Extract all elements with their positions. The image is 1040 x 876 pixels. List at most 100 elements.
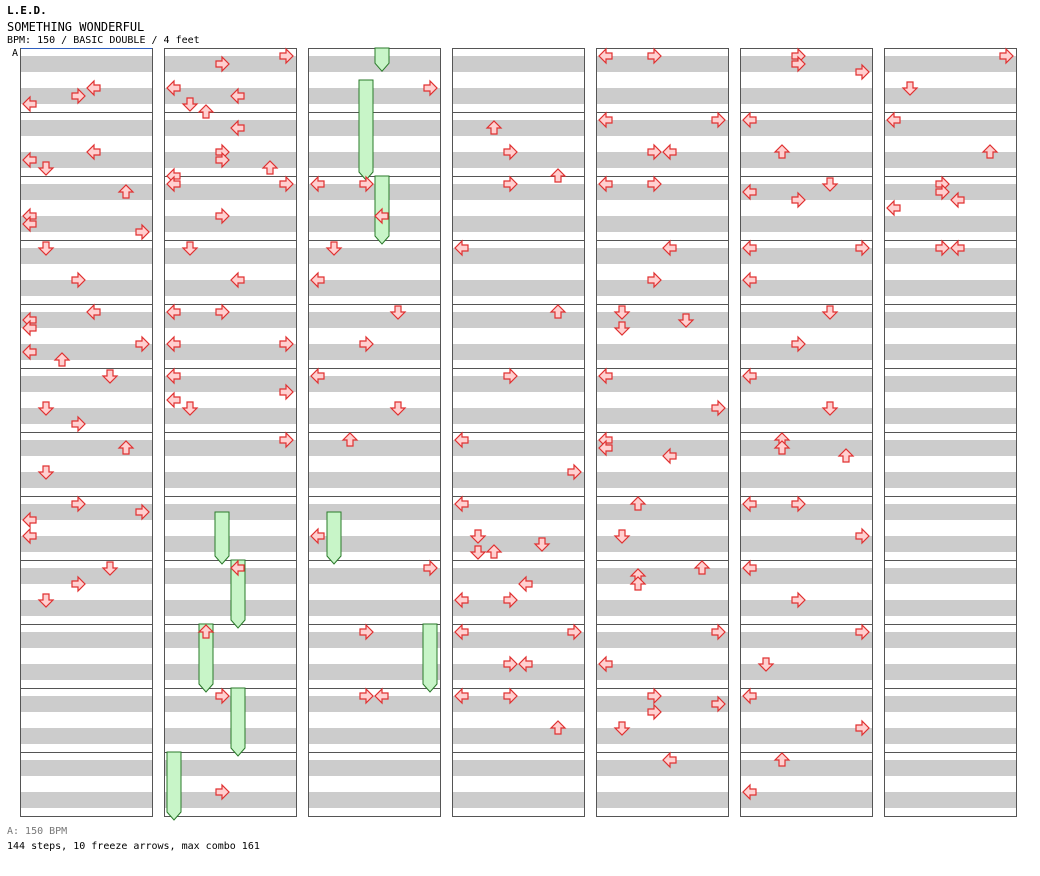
chart-column (452, 48, 585, 817)
freeze-arrow (374, 47, 390, 72)
beat-stripe (308, 696, 440, 712)
beat-stripe (596, 792, 728, 808)
step-arrow-right (567, 463, 582, 481)
beat-stripe (452, 56, 584, 72)
step-arrow-left (950, 191, 965, 209)
beat-stripe (596, 408, 728, 424)
beat-stripe (164, 120, 296, 136)
beat-stripe (596, 696, 728, 712)
freeze-arrow (422, 623, 438, 693)
step-arrow-right (711, 111, 726, 129)
step-arrow-left (310, 527, 325, 545)
beat-stripe (164, 600, 296, 616)
step-arrow-left (310, 367, 325, 385)
step-arrow-right (647, 47, 662, 65)
step-arrow-up (485, 120, 503, 135)
beat-stripe (884, 760, 1016, 776)
beat-stripe (596, 376, 728, 392)
artist-name: L.E.D. (7, 4, 47, 17)
beat-stripe (596, 600, 728, 616)
beat-stripe (740, 728, 872, 744)
beat-stripe (452, 664, 584, 680)
step-arrow-left (230, 559, 245, 577)
step-arrow-down (37, 593, 55, 608)
beat-stripe (164, 376, 296, 392)
freeze-arrow (230, 687, 246, 757)
beat-stripe (740, 600, 872, 616)
beat-stripe (884, 440, 1016, 456)
step-arrow-down (325, 241, 343, 256)
step-arrow-down (181, 241, 199, 256)
step-arrow-left (22, 511, 37, 529)
step-arrow-left (662, 239, 677, 257)
chart-column (20, 48, 153, 817)
beat-stripe (884, 728, 1016, 744)
beat-stripe (452, 568, 584, 584)
column-border (884, 48, 1017, 817)
beat-stripe (164, 504, 296, 520)
step-arrow-down (901, 81, 919, 96)
column-border (452, 48, 585, 817)
chart-column (884, 48, 1017, 817)
beat-stripe (452, 344, 584, 360)
song-title: SOMETHING WONDERFUL (7, 20, 145, 34)
beat-stripe (740, 248, 872, 264)
step-arrow-right (791, 335, 806, 353)
beat-stripe (596, 664, 728, 680)
step-arrow-right (279, 47, 294, 65)
step-arrow-left (598, 111, 613, 129)
beat-stripe (20, 760, 152, 776)
beat-stripe (308, 472, 440, 488)
beat-stripe (20, 472, 152, 488)
step-arrow-right (503, 175, 518, 193)
step-arrow-left (518, 575, 533, 593)
beat-stripe (20, 280, 152, 296)
step-arrow-left (86, 143, 101, 161)
beat-stripe (884, 88, 1016, 104)
column-border (596, 48, 729, 817)
beat-stripe (740, 376, 872, 392)
step-arrow-right (359, 623, 374, 641)
beat-stripe (20, 152, 152, 168)
step-arrow-right (503, 143, 518, 161)
beat-stripe (740, 440, 872, 456)
beat-stripe (452, 408, 584, 424)
beat-stripe (164, 568, 296, 584)
beat-stripe (164, 312, 296, 328)
beat-stripe (884, 568, 1016, 584)
step-arrow-right (423, 79, 438, 97)
step-arrow-left (166, 303, 181, 321)
beat-stripe (452, 792, 584, 808)
beat-stripe (308, 88, 440, 104)
beat-stripe (740, 472, 872, 488)
step-arrow-down (181, 401, 199, 416)
beat-stripe (452, 120, 584, 136)
beat-stripe (884, 600, 1016, 616)
beat-stripe (596, 632, 728, 648)
step-arrow-left (742, 559, 757, 577)
step-arrow-up (341, 432, 359, 447)
chart-column (308, 48, 441, 817)
beat-stripe (452, 312, 584, 328)
beat-stripe (596, 760, 728, 776)
beat-stripe (596, 216, 728, 232)
step-arrow-left (166, 391, 181, 409)
step-arrow-right (423, 559, 438, 577)
step-arrow-right (711, 623, 726, 641)
beat-stripe (308, 248, 440, 264)
beat-stripe (884, 504, 1016, 520)
step-arrow-left (518, 655, 533, 673)
beat-stripe (452, 280, 584, 296)
step-arrow-right (135, 223, 150, 241)
column-border (740, 48, 873, 817)
beat-stripe (20, 120, 152, 136)
beat-stripe (308, 792, 440, 808)
freeze-arrow (326, 511, 342, 565)
step-arrow-left (454, 239, 469, 257)
step-arrow-left (230, 271, 245, 289)
beat-stripe (164, 184, 296, 200)
step-arrow-left (742, 495, 757, 513)
step-arrow-left (742, 111, 757, 129)
beat-stripe (308, 440, 440, 456)
